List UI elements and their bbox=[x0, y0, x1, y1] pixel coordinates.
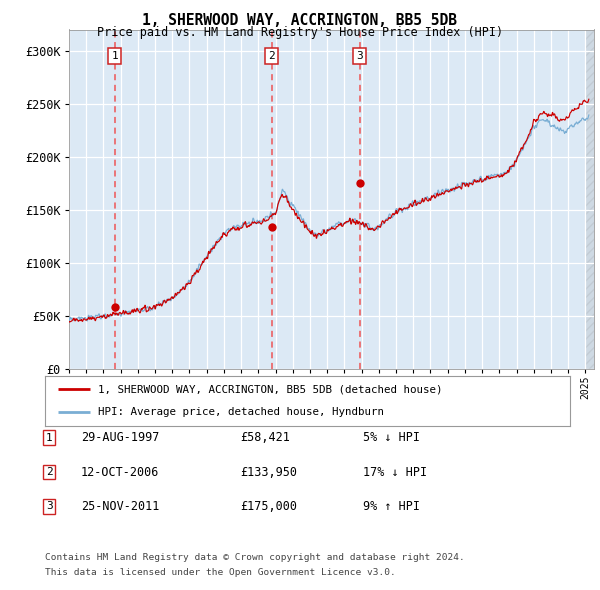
Text: 5% ↓ HPI: 5% ↓ HPI bbox=[363, 431, 420, 444]
Text: 17% ↓ HPI: 17% ↓ HPI bbox=[363, 466, 427, 478]
Text: 3: 3 bbox=[356, 51, 363, 61]
Text: 1, SHERWOOD WAY, ACCRINGTON, BB5 5DB (detached house): 1, SHERWOOD WAY, ACCRINGTON, BB5 5DB (de… bbox=[97, 384, 442, 394]
Text: Price paid vs. HM Land Registry's House Price Index (HPI): Price paid vs. HM Land Registry's House … bbox=[97, 26, 503, 39]
Text: 29-AUG-1997: 29-AUG-1997 bbox=[81, 431, 160, 444]
Text: 12-OCT-2006: 12-OCT-2006 bbox=[81, 466, 160, 478]
Text: This data is licensed under the Open Government Licence v3.0.: This data is licensed under the Open Gov… bbox=[45, 568, 396, 577]
Text: 9% ↑ HPI: 9% ↑ HPI bbox=[363, 500, 420, 513]
Text: £175,000: £175,000 bbox=[240, 500, 297, 513]
Text: £58,421: £58,421 bbox=[240, 431, 290, 444]
Text: 2: 2 bbox=[268, 51, 275, 61]
Text: 1, SHERWOOD WAY, ACCRINGTON, BB5 5DB: 1, SHERWOOD WAY, ACCRINGTON, BB5 5DB bbox=[143, 13, 458, 28]
Text: HPI: Average price, detached house, Hyndburn: HPI: Average price, detached house, Hynd… bbox=[97, 408, 383, 418]
Text: 1: 1 bbox=[112, 51, 118, 61]
Bar bbox=[586, 30, 594, 369]
Text: 25-NOV-2011: 25-NOV-2011 bbox=[81, 500, 160, 513]
Text: Contains HM Land Registry data © Crown copyright and database right 2024.: Contains HM Land Registry data © Crown c… bbox=[45, 553, 465, 562]
Text: 1: 1 bbox=[46, 433, 53, 442]
Text: 2: 2 bbox=[46, 467, 53, 477]
Text: £133,950: £133,950 bbox=[240, 466, 297, 478]
Text: 3: 3 bbox=[46, 502, 53, 511]
